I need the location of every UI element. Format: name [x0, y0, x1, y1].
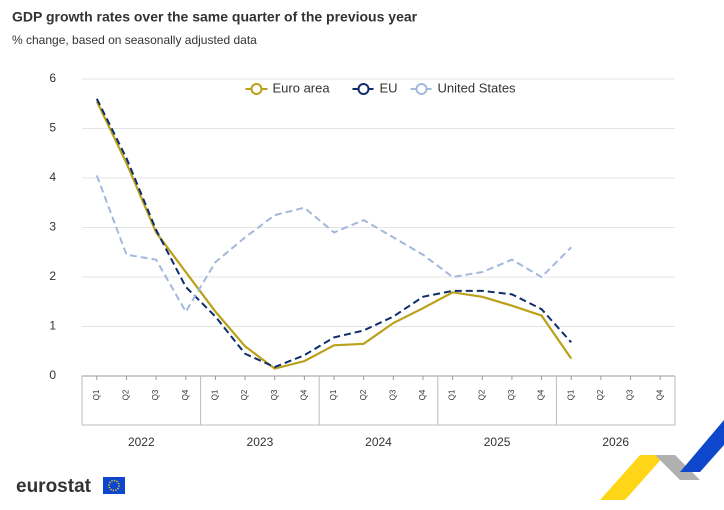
x-tick-label: Q3 [507, 389, 516, 400]
y-tick-label: 6 [49, 71, 56, 85]
series-line [95, 100, 573, 370]
year-label: 2022 [128, 435, 155, 449]
x-tick-label: Q2 [477, 389, 486, 400]
y-tick-label: 1 [49, 319, 56, 333]
x-tick-label: Q3 [626, 389, 635, 400]
chart-subtitle: % change, based on seasonally adjusted d… [12, 33, 257, 47]
x-tick-label: Q1 [92, 389, 101, 400]
x-tick-label: Q1 [566, 389, 575, 400]
legend-marker [415, 83, 428, 95]
legend-label: United States [438, 80, 517, 95]
y-tick-label: 3 [49, 220, 56, 234]
x-tick-label: Q3 [388, 389, 397, 400]
x-tick-label: Q2 [240, 389, 249, 400]
x-tick-label: Q4 [181, 389, 190, 400]
x-tick-label: Q2 [596, 389, 605, 400]
x-tick-label: Q4 [537, 389, 546, 400]
x-tick-label: Q1 [329, 389, 338, 400]
eu-flag [103, 477, 125, 494]
year-label: 2024 [365, 435, 392, 449]
x-tick-label: Q4 [418, 389, 427, 400]
x-tick-label: Q1 [211, 389, 220, 400]
x-tick-label: Q2 [359, 389, 368, 400]
y-tick-label: 4 [49, 170, 56, 184]
logo: eurostat [16, 476, 92, 497]
legend-marker [357, 83, 370, 95]
chart-title: GDP growth rates over the same quarter o… [12, 9, 418, 25]
x-tick-label: Q3 [151, 389, 160, 400]
year-label: 2023 [247, 435, 274, 449]
x-tick-label: Q2 [122, 389, 131, 400]
year-label: 2025 [484, 435, 511, 449]
x-tick-label: Q3 [270, 389, 279, 400]
series-line [95, 175, 572, 314]
y-tick-label: 2 [49, 269, 56, 283]
legend-label: Euro area [273, 80, 331, 95]
series-line [95, 98, 572, 369]
x-tick-label: Q4 [299, 389, 308, 400]
decoration [600, 420, 724, 500]
y-tick-label: 0 [49, 368, 56, 382]
year-label: 2026 [602, 435, 629, 449]
y-tick-label: 5 [49, 121, 56, 135]
legend-label: EU [380, 80, 398, 95]
x-tick-label: Q4 [655, 389, 664, 400]
legend-marker [250, 83, 263, 95]
x-tick-label: Q1 [448, 389, 457, 400]
